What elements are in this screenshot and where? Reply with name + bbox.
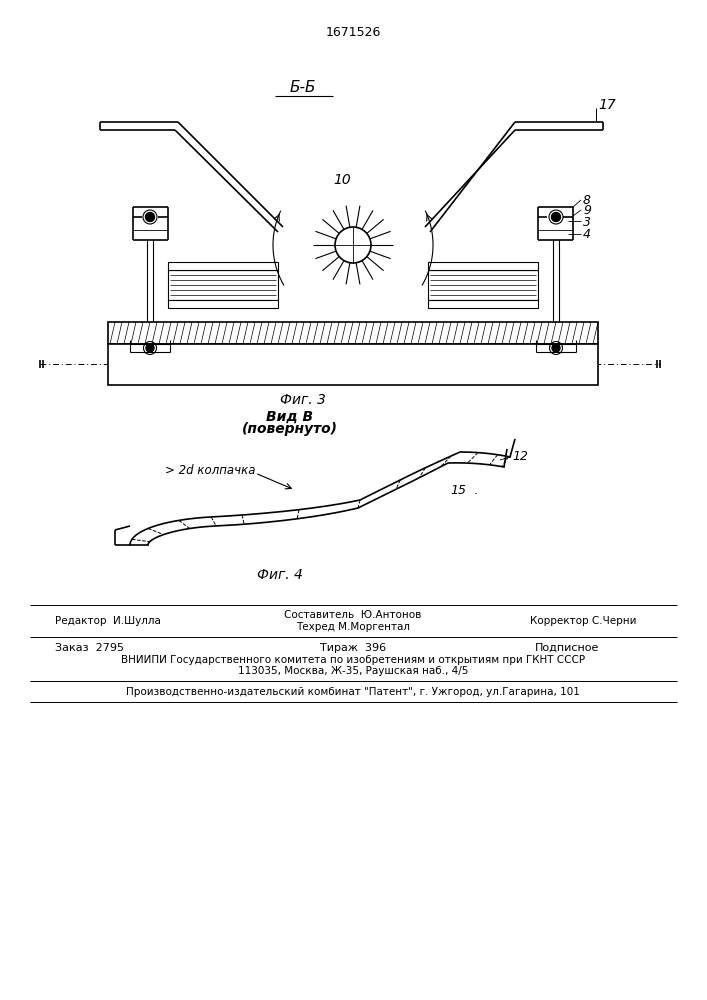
Text: Составитель  Ю.Антонов: Составитель Ю.Антонов <box>284 610 421 620</box>
Text: 9: 9 <box>583 204 591 217</box>
Bar <box>108 322 598 344</box>
Text: 12: 12 <box>512 450 528 464</box>
Circle shape <box>551 213 561 222</box>
Bar <box>168 270 278 300</box>
Text: Производственно-издательский комбинат "Патент", г. Ужгород, ул.Гагарина, 101: Производственно-издательский комбинат "П… <box>126 687 580 697</box>
Text: Вид В: Вид В <box>267 410 314 424</box>
Bar <box>168 262 278 270</box>
Bar <box>168 300 278 308</box>
Text: .: . <box>470 484 478 496</box>
Bar <box>428 300 538 308</box>
Circle shape <box>552 344 560 352</box>
Bar <box>428 270 538 300</box>
Circle shape <box>335 227 371 263</box>
Text: 1671526: 1671526 <box>325 25 380 38</box>
Circle shape <box>146 344 154 352</box>
Text: ВНИИПИ Государственного комитета по изобретениям и открытиям при ГКНТ СССР: ВНИИПИ Государственного комитета по изоб… <box>121 655 585 665</box>
Text: Тираж  396: Тираж 396 <box>320 643 386 653</box>
Text: 10: 10 <box>333 173 351 187</box>
Text: Фиг. 3: Фиг. 3 <box>280 393 326 407</box>
Text: 8: 8 <box>583 194 591 207</box>
Text: Подписное: Подписное <box>535 643 600 653</box>
Text: (повернуто): (повернуто) <box>242 422 338 436</box>
Text: Б-Б: Б-Б <box>290 81 316 96</box>
Circle shape <box>146 213 155 222</box>
Text: 3: 3 <box>583 216 591 229</box>
Text: 15: 15 <box>450 484 466 496</box>
Text: 4: 4 <box>583 229 591 241</box>
Bar <box>428 262 538 270</box>
Text: Фиг. 4: Фиг. 4 <box>257 568 303 582</box>
Text: Редактор  И.Шулла: Редактор И.Шулла <box>55 616 161 626</box>
Text: > 2d колпачка: > 2d колпачка <box>165 464 255 477</box>
Text: 17: 17 <box>598 98 616 112</box>
Bar <box>108 344 598 385</box>
Text: Техред М.Моргентал: Техред М.Моргентал <box>296 622 410 632</box>
Text: Корректор С.Черни: Корректор С.Черни <box>530 616 636 626</box>
Text: Заказ  2795: Заказ 2795 <box>55 643 124 653</box>
Text: 113035, Москва, Ж-35, Раушская наб., 4/5: 113035, Москва, Ж-35, Раушская наб., 4/5 <box>238 666 468 676</box>
